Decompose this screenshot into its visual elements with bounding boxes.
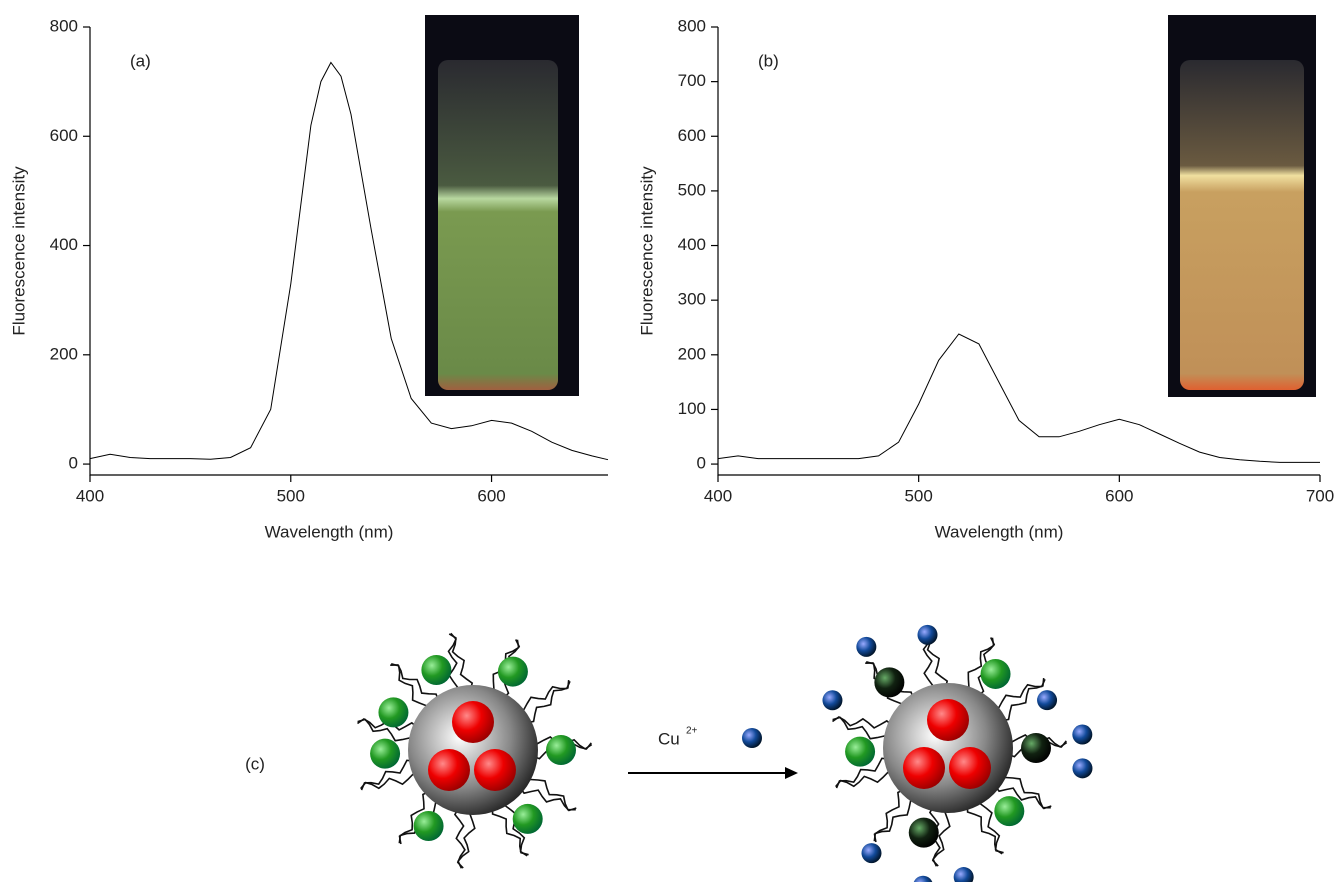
ligand-chain: [835, 757, 890, 789]
ligand-chain: [390, 664, 440, 702]
bead: [874, 667, 905, 698]
ligand-chain: [457, 809, 477, 869]
ligand-chain: [491, 806, 529, 856]
ligand-chain: [516, 680, 571, 711]
y-tick-label: 600: [50, 126, 78, 145]
ligand-chain: [447, 632, 459, 694]
x-tick-label: 600: [1105, 486, 1133, 505]
ligand-chain: [359, 773, 420, 790]
ligand-chain: [873, 788, 905, 843]
vial: [1180, 60, 1304, 390]
ligand-chain: [390, 663, 427, 713]
ligand-chain: [962, 637, 995, 691]
quantum-dot: [949, 747, 991, 789]
ligand-chain: [873, 799, 918, 842]
bead: [378, 697, 409, 728]
ligand-chain: [398, 790, 430, 845]
copper-ion: [861, 843, 882, 864]
x-tick-label: 600: [477, 486, 505, 505]
panel-label: (c): [245, 754, 265, 773]
x-tick-label: 700: [1306, 486, 1334, 505]
arrow-head: [785, 767, 798, 779]
y-tick-label: 400: [50, 235, 78, 254]
ligand-chain: [832, 716, 893, 729]
y-tick-label: 0: [697, 454, 706, 473]
ligand-chain: [834, 771, 895, 788]
spectrum-line: [89, 61, 609, 461]
y-tick-label: 800: [50, 16, 78, 35]
copper-ion: [822, 690, 843, 711]
panel-label: (a): [130, 51, 151, 70]
ligand-chain: [453, 807, 466, 869]
ligand-chain: [1002, 770, 1051, 809]
quantum-dot: [474, 749, 516, 791]
copper-ion: [742, 728, 762, 748]
quantum-dot: [903, 747, 945, 789]
ligand-chain: [979, 796, 1003, 855]
y-axis-label: Fluorescence intensity: [637, 166, 656, 336]
y-tick-label: 400: [678, 235, 706, 254]
bead: [908, 817, 939, 848]
vial: [438, 60, 558, 390]
copper-ion: [913, 875, 933, 882]
ligand-chain: [994, 784, 1052, 810]
copper-ion: [953, 867, 974, 882]
ligand-chain: [526, 680, 570, 724]
x-axis-label: Wavelength (nm): [265, 522, 394, 541]
x-tick-label: 400: [704, 486, 732, 505]
copper-ion: [1037, 690, 1058, 711]
copper-ion: [856, 636, 877, 657]
copper-ion: [1072, 758, 1093, 779]
y-axis-label: Fluorescence intensity: [9, 166, 28, 336]
copper-ion: [917, 624, 938, 645]
y-tick-label: 500: [678, 180, 706, 199]
spectrum-line: [717, 333, 1320, 463]
bead: [421, 654, 452, 685]
y-tick-label: 700: [678, 71, 706, 90]
reagent-charge: 2+: [686, 726, 698, 737]
ligand-chain: [932, 807, 952, 867]
bead: [845, 736, 876, 767]
ligand-chain: [991, 678, 1046, 709]
x-tick-label: 400: [76, 486, 104, 505]
quantum-dot: [927, 699, 969, 741]
panel-label: (b): [758, 51, 779, 70]
x-tick-label: 500: [904, 486, 932, 505]
copper-ion: [1072, 724, 1093, 745]
x-tick-label: 500: [277, 486, 305, 505]
ligand-chain: [519, 786, 577, 812]
reagent: Cu: [658, 729, 680, 748]
ligand-chain: [966, 804, 1004, 854]
y-tick-label: 200: [678, 344, 706, 363]
ligand-chain: [504, 798, 528, 857]
ligand-chain: [360, 759, 415, 791]
bead: [512, 803, 543, 834]
bead: [546, 735, 576, 765]
quantum-dot: [452, 701, 494, 743]
ligand-chain: [357, 718, 414, 745]
bead: [370, 738, 401, 769]
ligand-chain: [527, 772, 576, 811]
quantum-dot: [428, 749, 470, 791]
y-tick-label: 600: [678, 126, 706, 145]
y-tick-label: 100: [678, 399, 706, 418]
y-tick-label: 800: [678, 16, 706, 35]
y-tick-label: 0: [69, 454, 78, 473]
y-tick-label: 200: [50, 344, 78, 363]
x-axis-label: Wavelength (nm): [935, 522, 1064, 541]
y-tick-label: 300: [678, 290, 706, 309]
ligand-chain: [832, 716, 889, 743]
bead: [413, 810, 444, 841]
bead: [980, 658, 1011, 689]
ligand-chain: [1001, 678, 1045, 722]
ligand-chain: [448, 633, 474, 691]
bead: [497, 656, 528, 687]
bead: [1021, 733, 1051, 763]
bead: [994, 796, 1025, 827]
